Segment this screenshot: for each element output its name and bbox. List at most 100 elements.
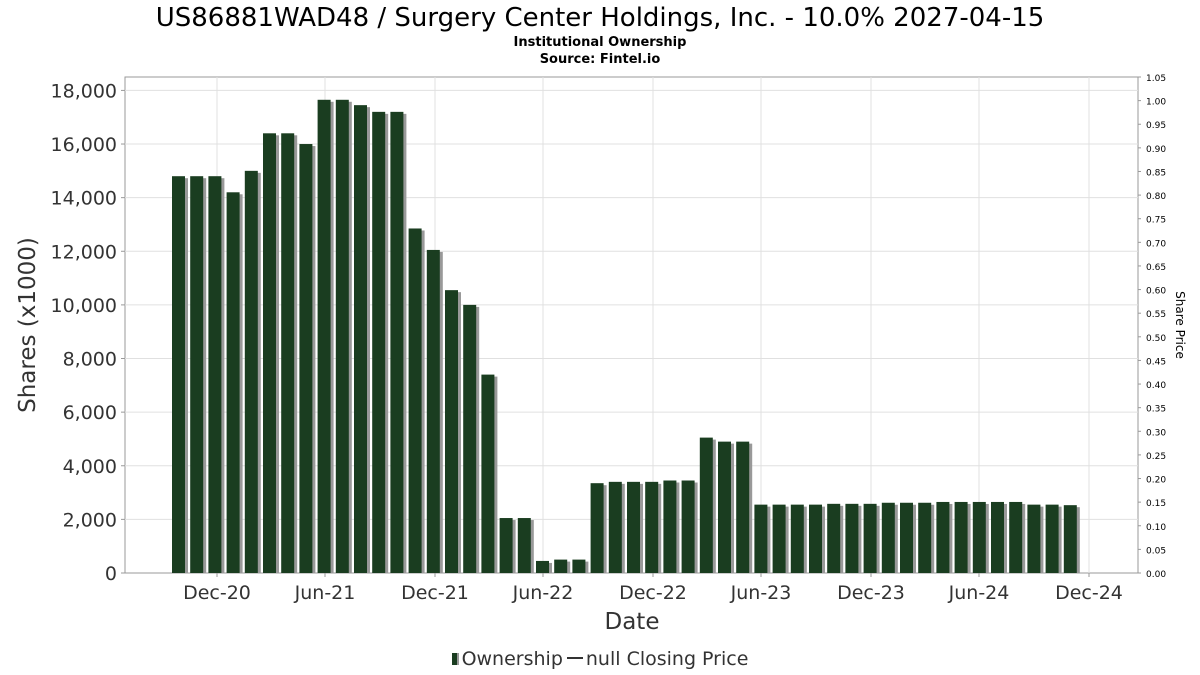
ownership-bar	[354, 105, 367, 573]
y-axis-right-label: Share Price	[1173, 291, 1187, 359]
ownership-bar	[1027, 504, 1041, 573]
chart-subtitle-source: Source: Fintel.io	[539, 52, 661, 67]
x-tick-label: Jun-21	[294, 582, 356, 604]
y-right-tick-label: 0.60	[1146, 287, 1166, 297]
ownership-bar	[845, 503, 859, 573]
ownership-bar	[190, 176, 204, 573]
y-right-tick-label: 0.95	[1146, 121, 1166, 131]
ownership-bar	[881, 502, 895, 573]
ownership-bar	[954, 501, 968, 573]
y-right-tick-label: 0.45	[1146, 357, 1166, 367]
ownership-bar	[481, 374, 495, 573]
y-tick-label: 18,000	[51, 80, 117, 102]
ownership-bar	[1009, 501, 1023, 573]
ownership-bar	[372, 111, 386, 573]
y-right-tick-label: 0.75	[1146, 216, 1166, 226]
y-right-tick-label: 0.85	[1146, 168, 1166, 178]
y-right-tick-label: 0.80	[1146, 192, 1166, 202]
y-right-tick-label: 0.10	[1146, 523, 1166, 533]
ownership-bar	[317, 99, 331, 574]
ownership-bar	[499, 518, 513, 573]
ownership-bar	[754, 504, 768, 573]
y-tick-label: 16,000	[51, 134, 117, 156]
y-tick-label: 6,000	[63, 402, 117, 424]
x-tick-label: Jun-23	[730, 582, 792, 604]
y-tick-label: 8,000	[63, 349, 117, 371]
ownership-bar	[827, 503, 841, 573]
y-tick-label: 0	[105, 563, 117, 585]
y-right-tick-label: 0.00	[1146, 570, 1166, 580]
legend: Ownership null Closing Price	[0, 648, 1200, 670]
x-axis-ticks: Dec-20 Jun-21 Dec-21 Jun-22 Dec-22 Jun-23 Dec-…	[183, 573, 1123, 604]
ownership-bar	[299, 144, 313, 573]
ownership-bar	[335, 99, 349, 574]
y-tick-label: 10,000	[51, 295, 117, 317]
x-tick-label: Dec-23	[837, 582, 905, 604]
ownership-bar	[263, 133, 276, 573]
ownership-bar	[172, 176, 185, 573]
ownership-bar	[863, 503, 877, 573]
y-right-tick-label: 0.70	[1146, 239, 1166, 249]
ownership-bar	[426, 249, 440, 573]
chart-subtitle-ownership: Institutional Ownership	[513, 35, 687, 50]
chart-title: US86881WAD48 / Surgery Center Holdings, …	[155, 3, 1045, 33]
ownership-bar	[936, 501, 950, 573]
x-tick-label: Dec-22	[619, 582, 687, 604]
ownership-bar	[790, 504, 804, 573]
y-right-tick-label: 0.05	[1146, 546, 1166, 556]
ownership-bar	[900, 502, 913, 573]
ownership-bar	[244, 170, 258, 574]
y-axis-label: Shares (x1000)	[15, 237, 41, 413]
ownership-bar	[226, 192, 240, 573]
ownership-bar	[590, 483, 604, 573]
bars	[172, 99, 1080, 574]
ownership-bar	[809, 504, 822, 573]
y-tick-label: 12,000	[51, 241, 117, 263]
ownership-bar	[608, 481, 622, 573]
closing-price-swatch	[566, 657, 583, 659]
ownership-bar	[972, 501, 986, 573]
ownership-bar	[918, 502, 932, 573]
y-right-tick-label: 0.15	[1146, 499, 1166, 509]
ownership-bar	[554, 559, 568, 573]
ownership-bar	[390, 111, 404, 573]
ownership-bar	[281, 133, 295, 573]
ownership-bar	[699, 437, 713, 573]
ownership-bar	[408, 228, 422, 573]
ownership-bar	[718, 441, 731, 573]
left-axis-ticks: 0 2,000 4,000 6,000 8,000 10,000 12,000 14,000 1…	[51, 80, 125, 585]
ownership-bar	[772, 504, 786, 573]
y-tick-label: 4,000	[63, 456, 117, 478]
ownership-bar	[1045, 504, 1059, 573]
y-right-tick-label: 1.00	[1146, 98, 1166, 108]
ownership-bar	[991, 501, 1004, 573]
x-tick-label: Jun-24	[948, 582, 1010, 604]
y-right-tick-label: 1.05	[1146, 74, 1166, 84]
ownership-bar	[572, 559, 586, 573]
ownership-bar	[627, 481, 640, 573]
y-right-tick-label: 0.30	[1146, 428, 1166, 438]
ownership-bar	[663, 480, 677, 573]
x-tick-label: Jun-22	[512, 582, 574, 604]
ownership-bar	[645, 481, 659, 573]
ownership-bar	[536, 560, 549, 573]
ownership-bar	[681, 480, 695, 573]
y-right-tick-label: 0.65	[1146, 263, 1166, 273]
ownership-swatch	[451, 653, 459, 665]
legend-closing-price: null Closing Price	[585, 648, 749, 670]
y-right-tick-label: 0.55	[1146, 310, 1166, 320]
y-right-tick-label: 0.40	[1146, 381, 1166, 391]
y-right-tick-label: 0.25	[1146, 452, 1166, 462]
y-right-tick-label: 0.35	[1146, 405, 1166, 415]
y-right-tick-label: 0.20	[1146, 476, 1166, 486]
legend-ownership: Ownership	[461, 648, 563, 670]
ownership-bar	[208, 176, 222, 573]
y-right-tick-label: 0.90	[1146, 145, 1166, 155]
ownership-bar	[736, 441, 750, 573]
y-right-tick-label: 0.50	[1146, 334, 1166, 344]
ownership-bar	[1063, 505, 1077, 573]
y-tick-label: 14,000	[51, 188, 117, 210]
right-axis-ticks: 0.00 0.05 0.10 0.15 0.20 0.25 0.30 0.35 0.40 0.45…	[1138, 74, 1166, 580]
x-tick-label: Dec-24	[1055, 582, 1123, 604]
